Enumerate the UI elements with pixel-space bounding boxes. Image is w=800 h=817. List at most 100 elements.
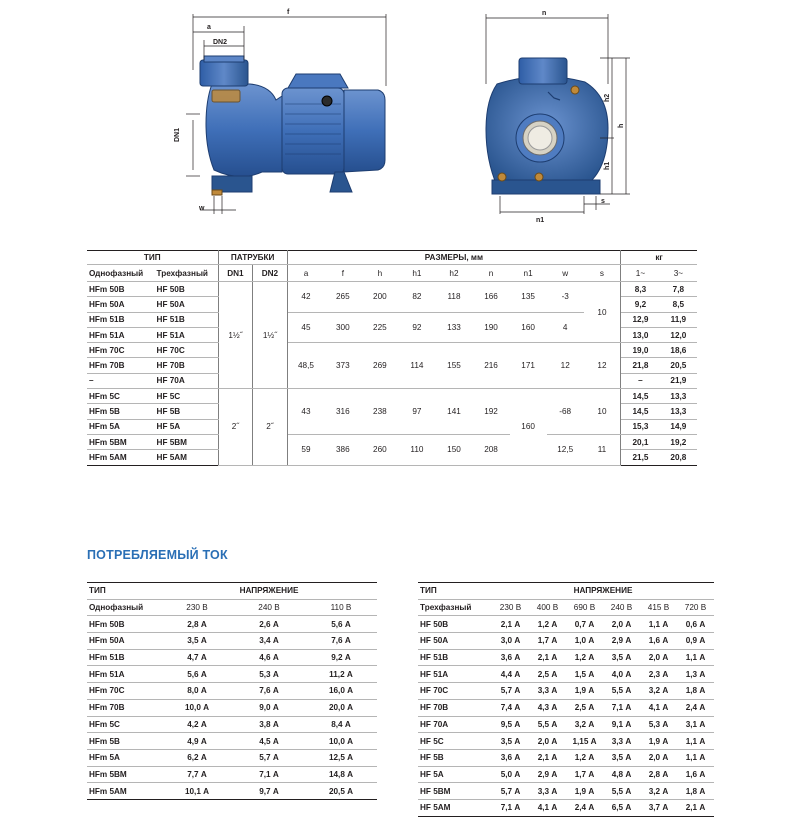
header-voltage: НАПРЯЖЕНИЕ: [161, 582, 377, 600]
current-value: 10,1 А: [161, 782, 233, 800]
current-value: 5,7 А: [492, 682, 529, 700]
current-value: 4,0 А: [603, 665, 640, 684]
table-row: HF 70B 7,4 А 4,3 А 2,5 А 7,1 А 4,1 А 2,4 А: [418, 699, 714, 717]
col-f: f: [324, 264, 362, 282]
dn1-value: 1½˝: [218, 281, 254, 390]
dim-n1: 135: [509, 281, 547, 313]
current-value: 2,0 А: [640, 749, 677, 767]
current-value: 7,6 А: [233, 682, 305, 700]
dim-h: 260: [361, 434, 399, 466]
current-value: 20,5 А: [305, 782, 377, 800]
col-w: w: [546, 264, 584, 282]
weight-3ph: 14,9: [659, 419, 697, 435]
header-weight: кг: [620, 250, 697, 265]
dim-h2: 150: [435, 434, 473, 466]
current-value: 3,3 А: [529, 782, 566, 800]
col-voltage: 415 В: [640, 599, 677, 617]
current-value: 1,9 А: [640, 732, 677, 750]
current-value: 10,0 А: [305, 732, 377, 750]
current-value: 5,5 А: [603, 682, 640, 700]
current-value: 3,5 А: [603, 649, 640, 667]
current-value: 2,5 А: [529, 665, 566, 684]
current-value: 1,9 А: [566, 782, 603, 800]
table-row: HFm 51B 4,7 А 4,6 А 9,2 А: [87, 649, 377, 667]
type-single: HFm 5AM: [87, 449, 155, 466]
header-type: ТИП: [418, 582, 492, 600]
col-voltage: 230 В: [161, 599, 233, 617]
current-value: 1,8 А: [677, 782, 714, 800]
type-cell: HF 5AM: [418, 799, 492, 817]
current-value: 14,8 А: [305, 766, 377, 784]
table-row: HF 5A 5,0 А 2,9 А 1,7 А 4,8 А 2,8 А 1,6 А: [418, 766, 714, 784]
dim-s: 11: [583, 434, 622, 466]
current-value: 1,2 А: [529, 615, 566, 634]
weight-3ph: 13,3: [659, 403, 697, 420]
current-value: 7,1 А: [492, 799, 529, 817]
current-value: 3,0 А: [492, 632, 529, 650]
table-row: HFm 70B 10,0 А 9,0 А 20,0 А: [87, 699, 377, 717]
table-row: HF 51B 3,6 А 2,1 А 1,2 А 3,5 А 2,0 А 1,1 А: [418, 649, 714, 667]
type-three: HF 51B: [154, 312, 219, 328]
dim-s-label: s: [601, 198, 605, 205]
col-n: n: [472, 264, 510, 282]
current-value: 8,4 А: [305, 716, 377, 734]
dim-h2: 155: [435, 342, 473, 390]
col-single-phase: Однофазный: [87, 264, 155, 282]
type-single: HFm 51A: [87, 327, 155, 344]
dim-n1: 171: [509, 342, 547, 390]
dim-h1: 97: [398, 388, 436, 435]
col-voltage: 400 В: [529, 599, 566, 617]
current-value: 16,0 А: [305, 682, 377, 700]
table-row: HF 51A 4,4 А 2,5 А 1,5 А 4,0 А 2,3 А 1,3 А: [418, 665, 714, 684]
current-value: 5,6 А: [305, 615, 377, 634]
type-three: HF 70B: [154, 357, 219, 374]
dim-w: -3: [546, 281, 584, 313]
current-value: 2,0 А: [603, 615, 640, 634]
dim-a: 59: [287, 434, 325, 466]
current-value: 5,3 А: [233, 665, 305, 684]
current-value: 1,6 А: [640, 632, 677, 650]
col-single-phase: Однофазный: [87, 599, 161, 617]
table-row: HFm 50B 2,8 А 2,6 А 5,6 А: [87, 615, 377, 634]
current-value: 2,1 А: [529, 749, 566, 767]
dim-dn2-label: DN2: [213, 39, 227, 46]
dim-n1-label: n1: [536, 217, 544, 224]
dim-h1: 114: [398, 342, 436, 390]
front-dimension-lines: [485, 14, 630, 214]
current-value: 3,2 А: [566, 716, 603, 734]
dim-f: 300: [324, 312, 362, 344]
weight-3ph: 7,8: [659, 281, 697, 298]
type-three: HF 5BM: [154, 434, 219, 451]
current-value: 2,1 А: [677, 799, 714, 817]
dim-f: 373: [324, 342, 362, 390]
current-value: 6,5 А: [603, 799, 640, 817]
type-cell: HFm 51A: [87, 665, 161, 684]
weight-3ph: 13,3: [659, 388, 697, 405]
current-value: 7,1 А: [603, 699, 640, 717]
type-single: HFm 70C: [87, 342, 155, 359]
current-value: 12,5 А: [305, 749, 377, 767]
col-h2: h2: [435, 264, 473, 282]
current-value: 2,4 А: [677, 699, 714, 717]
col-voltage: 690 В: [566, 599, 603, 617]
table-row: HF 50A 3,0 А 1,7 А 1,0 А 2,9 А 1,6 А 0,9 А: [418, 632, 714, 650]
table-row: HFm 70C 8,0 А 7,6 А 16,0 А: [87, 682, 377, 700]
dim-a: 43: [287, 388, 325, 435]
col-voltage: 230 В: [492, 599, 529, 617]
current-value: 9,1 А: [603, 716, 640, 734]
dim-a: 48,5: [287, 342, 325, 390]
current-value: 1,5 А: [566, 665, 603, 684]
current-value: 3,5 А: [603, 749, 640, 767]
weight-1ph: 13,0: [620, 327, 660, 344]
table-row: HF 5C 3,5 А 2,0 А 1,15 А 3,3 А 1,9 А 1,1 А: [418, 732, 714, 750]
weight-3ph: 18,6: [659, 342, 697, 359]
table-row: HF 70C 5,7 А 3,3 А 1,9 А 5,5 А 3,2 А 1,8 А: [418, 682, 714, 700]
current-value: 1,1 А: [677, 732, 714, 750]
type-single: HFm 5B: [87, 403, 155, 420]
type-cell: HF 50A: [418, 632, 492, 650]
type-three: HF 5A: [154, 419, 219, 435]
col-dn2: DN2: [252, 264, 288, 282]
header-type: ТИП: [87, 582, 161, 600]
dim-h2-label: h2: [604, 94, 611, 102]
dim-f-label: f: [287, 9, 290, 16]
